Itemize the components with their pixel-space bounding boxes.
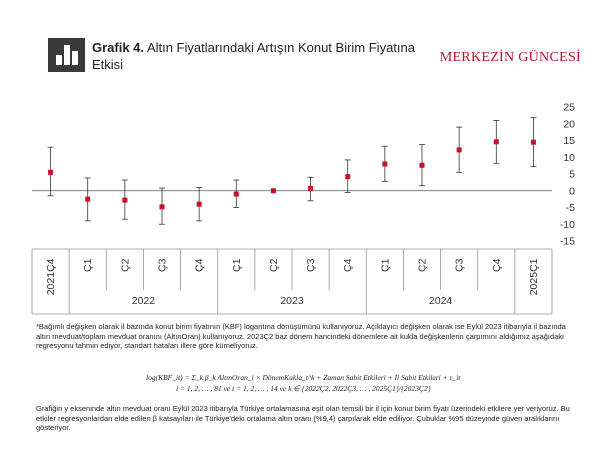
data-point bbox=[493, 139, 499, 145]
data-point bbox=[48, 169, 54, 175]
x-tick-label: 2021Ç4 bbox=[45, 258, 57, 295]
data-point bbox=[345, 174, 351, 180]
x-tick-label: Ç1 bbox=[82, 258, 94, 272]
x-tick-label: Ç4 bbox=[491, 258, 503, 272]
x-tick-label: Ç3 bbox=[454, 258, 466, 272]
data-point bbox=[159, 204, 165, 210]
regression-formula: log(KBF_it) = Σ_k β_k AltınOran_i × Döne… bbox=[146, 372, 546, 394]
x-tick-label: Ç1 bbox=[379, 258, 391, 272]
x-tick-label: Ç3 bbox=[305, 258, 317, 272]
data-point bbox=[419, 162, 425, 168]
data-point bbox=[85, 196, 91, 202]
y-tick-label: 20 bbox=[563, 118, 575, 130]
y-tick-label: 25 bbox=[563, 102, 575, 114]
x-tick-label: Ç4 bbox=[194, 258, 206, 272]
x-tick-label: 2025Ç1 bbox=[528, 258, 540, 295]
y-tick-label: 5 bbox=[569, 169, 575, 181]
y-tick-label: 0 bbox=[569, 185, 575, 197]
y-tick-label: 10 bbox=[563, 152, 575, 164]
data-point bbox=[233, 191, 239, 197]
data-point bbox=[530, 139, 536, 145]
data-point bbox=[456, 147, 462, 153]
x-tick-label: Ç3 bbox=[157, 258, 169, 272]
data-point bbox=[308, 185, 314, 191]
y-tick-label: -10 bbox=[560, 219, 575, 231]
data-point bbox=[270, 188, 276, 194]
x-tick-label: Ç4 bbox=[342, 258, 354, 272]
x-tick-label: Ç2 bbox=[119, 258, 131, 272]
chart-header: Grafik 4. Altın Fiyatlarındaki Artışın K… bbox=[0, 38, 605, 72]
data-point bbox=[122, 197, 128, 203]
data-point bbox=[196, 201, 202, 207]
brand-name: MERKEZİN GÜNCESİ bbox=[439, 50, 581, 65]
x-tick-label: Ç2 bbox=[417, 258, 429, 272]
group-label: 2023 bbox=[280, 295, 304, 307]
group-label: 2024 bbox=[429, 295, 453, 307]
data-point bbox=[382, 161, 388, 167]
y-tick-label: -5 bbox=[566, 202, 575, 214]
formula-line-2: i = 1, 2, … , 81 ve t = 1, 2, … , 14 ve … bbox=[176, 384, 431, 393]
explanation-text: Grafiğin y ekseninde altın mevduat oranı… bbox=[36, 404, 570, 432]
figure-label: Grafik 4. bbox=[92, 40, 145, 55]
x-tick-label: Ç2 bbox=[268, 258, 280, 272]
chart-logo-icon bbox=[48, 38, 85, 72]
group-label: 2022 bbox=[132, 295, 156, 307]
figure-title: Altın Fiyatlarındaki Artışın Konut Birim… bbox=[92, 40, 415, 72]
chart-title: Grafik 4. Altın Fiyatlarındaki Artışın K… bbox=[92, 39, 447, 73]
formula-line-1: log(KBF_it) = Σ_k β_k AltınOran_i × Döne… bbox=[146, 373, 461, 382]
footnote: *Bağımlı değişken olarak il bazında konu… bbox=[36, 322, 566, 350]
y-tick-label: 15 bbox=[563, 135, 575, 147]
x-tick-label: Ç1 bbox=[231, 258, 243, 272]
y-tick-label: -15 bbox=[560, 236, 575, 248]
